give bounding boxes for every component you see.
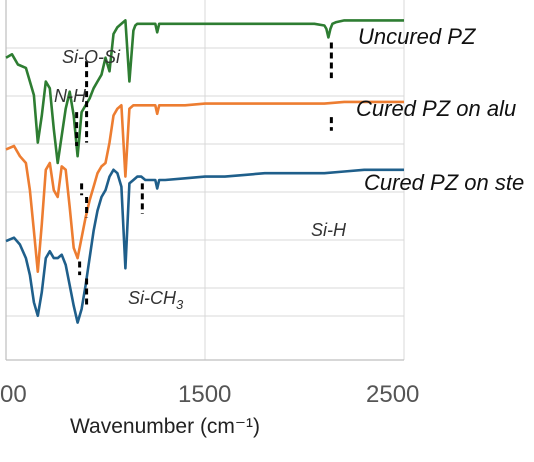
series-label-cured-alu: Cured PZ on alu <box>356 96 516 121</box>
si-ch3-main: Si-CH <box>128 288 177 308</box>
x-axis-title: Wavenumber (cm⁻¹) <box>70 415 260 438</box>
x-tick-label-1: 1500 <box>178 381 231 408</box>
annotation-label-si-h: Si-H <box>311 220 347 240</box>
x-tick-label-2: 2500 <box>366 381 419 408</box>
series-line-0 <box>5 19 404 165</box>
annotation-label-n-h: N-H <box>54 86 87 106</box>
annotation-label-si-o-si: Si-O-Si <box>62 47 121 67</box>
series-label-cured-ste: Cured PZ on ste <box>364 170 524 195</box>
annotation-group <box>75 42 333 306</box>
si-ch3-subscript: 3 <box>176 297 184 312</box>
x-tick-label-0: 00 <box>0 381 27 408</box>
grid <box>5 0 405 361</box>
series-line-2 <box>5 168 404 324</box>
annotation-label-si-ch3: Si-CH3 <box>128 288 184 312</box>
series-line-1 <box>5 100 404 274</box>
series-label-uncured: Uncured PZ <box>358 24 477 49</box>
series-group <box>5 19 404 324</box>
